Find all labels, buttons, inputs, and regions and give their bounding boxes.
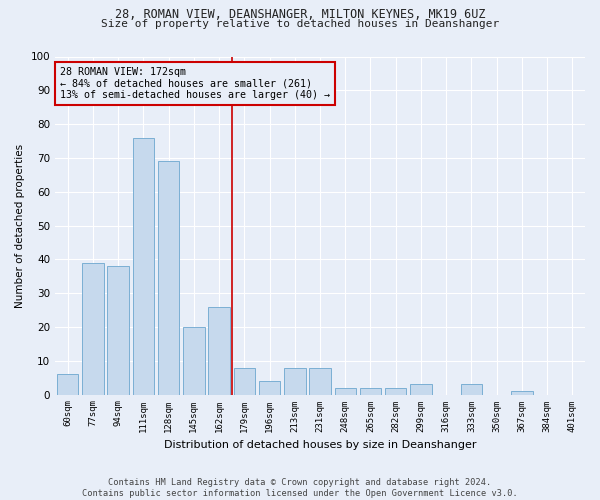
X-axis label: Distribution of detached houses by size in Deanshanger: Distribution of detached houses by size … <box>164 440 476 450</box>
Bar <box>410 384 431 394</box>
Bar <box>259 381 280 394</box>
Bar <box>461 384 482 394</box>
Bar <box>183 327 205 394</box>
Bar <box>309 368 331 394</box>
Text: Size of property relative to detached houses in Deanshanger: Size of property relative to detached ho… <box>101 19 499 29</box>
Bar <box>107 266 129 394</box>
Text: Contains HM Land Registry data © Crown copyright and database right 2024.
Contai: Contains HM Land Registry data © Crown c… <box>82 478 518 498</box>
Bar <box>385 388 406 394</box>
Bar <box>133 138 154 394</box>
Bar <box>82 262 104 394</box>
Bar <box>360 388 381 394</box>
Bar <box>511 391 533 394</box>
Text: 28, ROMAN VIEW, DEANSHANGER, MILTON KEYNES, MK19 6UZ: 28, ROMAN VIEW, DEANSHANGER, MILTON KEYN… <box>115 8 485 20</box>
Bar <box>335 388 356 394</box>
Bar <box>208 306 230 394</box>
Bar <box>284 368 305 394</box>
Bar <box>158 162 179 394</box>
Y-axis label: Number of detached properties: Number of detached properties <box>15 144 25 308</box>
Bar <box>57 374 79 394</box>
Text: 28 ROMAN VIEW: 172sqm
← 84% of detached houses are smaller (261)
13% of semi-det: 28 ROMAN VIEW: 172sqm ← 84% of detached … <box>61 66 331 100</box>
Bar <box>233 368 255 394</box>
